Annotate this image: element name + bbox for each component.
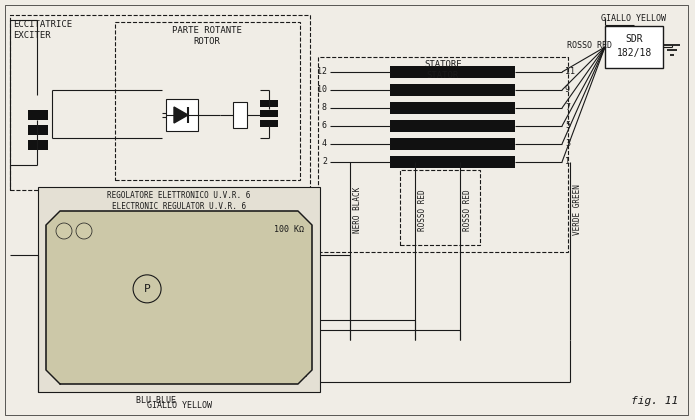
Bar	[292, 274, 306, 285]
Bar	[166, 99, 198, 131]
Text: NERO BLACK: NERO BLACK	[353, 187, 362, 233]
Text: 5: 5	[565, 121, 570, 131]
Circle shape	[56, 223, 72, 239]
Text: GIALLO YELLOW: GIALLO YELLOW	[147, 401, 211, 410]
Text: 100 KΩ: 100 KΩ	[274, 225, 304, 234]
Text: 1: 1	[565, 158, 570, 166]
Bar	[292, 326, 306, 337]
Text: 11: 11	[565, 68, 575, 76]
Bar	[292, 339, 306, 350]
Bar	[159, 223, 166, 253]
Bar	[292, 352, 306, 363]
Bar	[54, 326, 76, 354]
Text: fig. 11: fig. 11	[631, 396, 678, 406]
Text: ROSSO RED: ROSSO RED	[418, 189, 427, 231]
Bar	[390, 156, 515, 168]
Text: ROSSO RED: ROSSO RED	[463, 189, 472, 231]
Text: ECCITATRICE
EXCITER: ECCITATRICE EXCITER	[13, 20, 72, 40]
Text: 3: 3	[565, 139, 570, 149]
Text: SDR
182/18: SDR 182/18	[616, 34, 652, 58]
Text: 4: 4	[322, 139, 327, 149]
Bar	[244, 366, 299, 376]
Bar	[260, 100, 278, 107]
Bar	[318, 57, 568, 252]
Text: BLU BLUE: BLU BLUE	[136, 396, 177, 405]
Bar	[28, 125, 48, 135]
Bar	[115, 22, 300, 180]
Bar	[292, 300, 306, 311]
Polygon shape	[46, 211, 312, 384]
Bar	[28, 110, 48, 120]
Bar	[58, 360, 96, 376]
Bar	[233, 102, 247, 128]
Bar	[260, 110, 278, 117]
Bar	[28, 140, 48, 150]
Bar	[149, 286, 207, 296]
Text: 9: 9	[565, 86, 570, 94]
Bar	[168, 223, 175, 253]
Bar	[390, 66, 515, 78]
Bar	[390, 138, 515, 150]
Bar	[390, 84, 515, 96]
Text: VERDE GREEN: VERDE GREEN	[573, 184, 582, 236]
Bar	[292, 313, 306, 324]
Text: GIALLO YELLOW: GIALLO YELLOW	[601, 14, 667, 23]
Bar	[260, 120, 278, 127]
Text: 6: 6	[322, 121, 327, 131]
Text: STATORE
STATOR: STATORE STATOR	[424, 60, 461, 80]
Text: 2: 2	[322, 158, 327, 166]
Bar	[10, 15, 310, 190]
Bar	[38, 187, 320, 392]
Bar	[186, 223, 193, 253]
Bar	[168, 257, 175, 279]
Text: REGOLATORE ELETTRONICO U.V.R. 6
ELECTRONIC REGULATOR U.V.R. 6: REGOLATORE ELETTRONICO U.V.R. 6 ELECTRON…	[107, 191, 251, 211]
Bar	[186, 257, 193, 279]
Text: PARTE ROTANTE
ROTOR: PARTE ROTANTE ROTOR	[172, 26, 242, 46]
Bar	[605, 26, 663, 68]
Bar	[159, 257, 166, 279]
Bar	[252, 224, 270, 233]
Bar	[400, 170, 480, 245]
Text: 7: 7	[565, 103, 570, 113]
Bar	[390, 120, 515, 132]
Text: 8: 8	[322, 103, 327, 113]
Bar	[292, 287, 306, 298]
Circle shape	[76, 223, 92, 239]
Bar	[177, 223, 184, 253]
Text: ROSSO RED: ROSSO RED	[567, 40, 612, 50]
Text: P: P	[144, 284, 150, 294]
Bar	[195, 223, 202, 253]
Bar	[292, 365, 306, 376]
Text: 10: 10	[317, 86, 327, 94]
Text: 12: 12	[317, 68, 327, 76]
Bar	[195, 257, 202, 279]
Polygon shape	[174, 107, 188, 123]
Bar	[177, 257, 184, 279]
Bar	[390, 102, 515, 114]
